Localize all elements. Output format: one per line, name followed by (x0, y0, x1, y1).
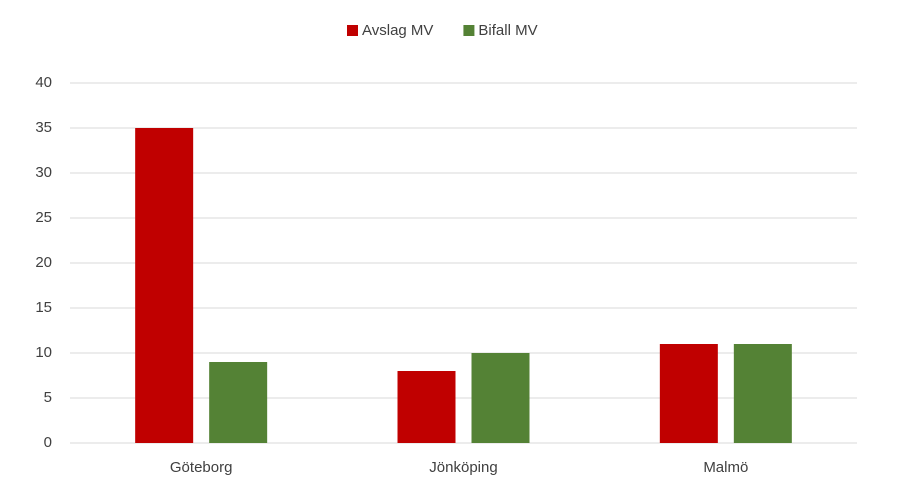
x-tick-label: Malmö (703, 459, 748, 476)
y-tick-label: 25 (35, 209, 52, 226)
bar (733, 344, 792, 443)
legend-swatch (463, 25, 475, 36)
y-tick-label: 30 (35, 164, 52, 181)
bar (471, 353, 530, 443)
y-tick-label: 20 (35, 254, 52, 271)
legend-swatch (347, 25, 358, 36)
bar (209, 362, 268, 443)
y-tick-label: 15 (35, 299, 52, 316)
legend-label: Bifall MV (478, 22, 537, 39)
x-tick-label: Göteborg (170, 459, 233, 476)
bar (135, 128, 194, 443)
x-tick-label: Jönköping (429, 459, 497, 476)
y-tick-label: 10 (35, 344, 52, 361)
y-tick-label: 5 (44, 389, 52, 406)
legend-label: Avslag MV (362, 22, 433, 39)
y-tick-label: 40 (35, 74, 52, 91)
bar (397, 371, 456, 443)
y-tick-label: 0 (44, 434, 52, 451)
y-tick-label: 35 (35, 119, 52, 136)
bar (659, 344, 718, 443)
